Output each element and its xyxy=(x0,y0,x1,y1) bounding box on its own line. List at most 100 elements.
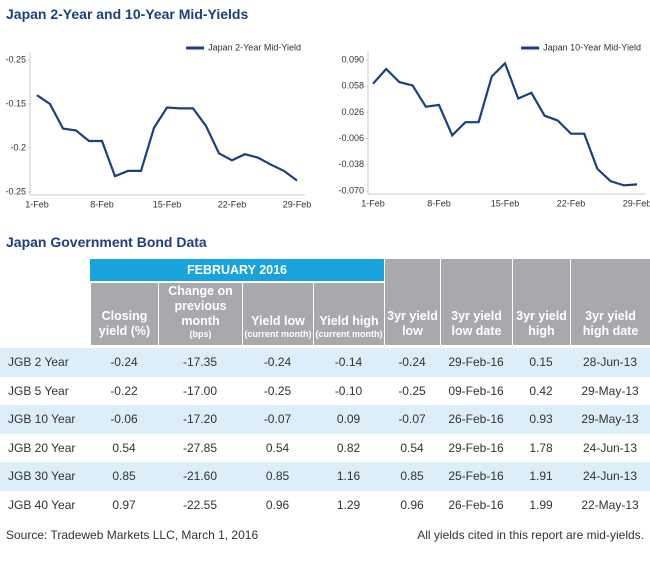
table-cell: 0.82 xyxy=(336,440,361,455)
table-cell: 0.09 xyxy=(336,412,361,427)
table-cell: 1.16 xyxy=(336,469,361,484)
table: FEBRUARY 2016 Closing yield (%) Change on … xyxy=(0,259,650,521)
table-cell: 1.29 xyxy=(336,497,361,512)
table-title: Japan Government Bond Data xyxy=(6,234,207,250)
column-header: Closing yield (%) xyxy=(90,283,158,345)
table-cell: -22.55 xyxy=(182,497,218,512)
table-cell: 0.96 xyxy=(400,497,424,512)
table-cell: 29-May-13 xyxy=(581,412,639,427)
y-tick-label: -0.2 xyxy=(10,142,26,152)
x-tick-label: 8-Feb xyxy=(427,198,451,208)
row-label: JGB 10 Year xyxy=(8,412,76,427)
table-cell: -0.24 xyxy=(263,355,292,370)
table-cell: 0.93 xyxy=(529,412,553,427)
table-cell: 0.97 xyxy=(112,497,136,512)
row-label: JGB 5 Year xyxy=(8,383,69,398)
table-cell: 0.96 xyxy=(265,497,290,512)
table-cell: 09-Feb-16 xyxy=(448,383,504,398)
row-label: JGB 2 Year xyxy=(8,355,69,370)
column-header: Change on previous month (bps) xyxy=(158,283,242,345)
table-cell: 0.54 xyxy=(400,440,424,455)
group-header: FEBRUARY 2016 xyxy=(90,259,384,281)
table-cell: -0.24 xyxy=(398,355,426,370)
table-cell: -0.07 xyxy=(398,412,426,427)
x-tick-label: 15-Feb xyxy=(153,199,182,209)
table-cell: -0.24 xyxy=(110,355,138,370)
column-header: Yield high (current month) xyxy=(313,283,384,345)
table-cell: 24-Jun-13 xyxy=(582,440,638,455)
y-tick-label: 0.026 xyxy=(341,107,364,117)
table-cell: 1.99 xyxy=(529,497,553,512)
x-tick-label: 22-Feb xyxy=(557,198,586,208)
column-header-note: (current month) xyxy=(244,329,312,339)
table-cell: 28-Jun-13 xyxy=(582,355,638,370)
table-cell: 1.78 xyxy=(529,440,553,455)
column-header: 3yr yield high date xyxy=(570,259,650,345)
column-header-text: 3yr yield high xyxy=(516,309,567,338)
y-tick-label: -0.25 xyxy=(5,54,26,64)
table-cell: -27.85 xyxy=(182,440,218,455)
table-cell: 29-Feb-16 xyxy=(448,355,504,370)
column-header-text: Closing yield (%) xyxy=(98,309,151,338)
y-tick-label: 0.090 xyxy=(341,54,364,64)
x-tick-label: 22-Feb xyxy=(218,199,247,209)
table-cell: -0.14 xyxy=(334,355,363,370)
column-header-text: Yield low xyxy=(251,314,305,328)
table-cell: -21.60 xyxy=(182,469,218,484)
column-header-note: (bps) xyxy=(189,329,212,339)
y-tick-label: -0.070 xyxy=(338,185,364,195)
x-tick-label: 1-Feb xyxy=(361,198,385,208)
legend-label: Japan 10-Year Mid-Yield xyxy=(543,42,641,52)
table-cell: 29-Feb-16 xyxy=(448,440,504,455)
x-tick-label: 8-Feb xyxy=(90,199,114,209)
column-header: 3yr yield high xyxy=(512,259,570,345)
column-header-text: Yield high xyxy=(319,314,379,328)
table-cell: -0.06 xyxy=(110,412,138,427)
row-band xyxy=(0,348,650,377)
table-cell: -0.07 xyxy=(263,412,292,427)
row-band xyxy=(0,462,650,491)
column-header: Yield low (current month) xyxy=(242,283,313,345)
column-header-text: 3yr yield low xyxy=(387,309,438,338)
column-header-text: 3yr yield high date xyxy=(582,309,639,338)
table-cell: -0.25 xyxy=(398,383,426,398)
source: Source: Tradeweb Markets LLC, March 1, 2… xyxy=(6,528,259,542)
table-cell: 0.54 xyxy=(112,440,136,455)
y-tick-label: -0.25 xyxy=(5,186,26,196)
table-cell: 1.91 xyxy=(529,469,553,484)
y-tick-label: -0.15 xyxy=(5,98,26,108)
table-cell: -17.20 xyxy=(182,412,218,427)
table-cell: 0.42 xyxy=(529,383,553,398)
x-tick-label: 1-Feb xyxy=(25,199,49,209)
y-tick-label: -0.006 xyxy=(338,133,364,143)
column-header: 3yr yield low xyxy=(384,259,440,345)
table-cell: -0.10 xyxy=(334,383,363,398)
table-cell: -0.22 xyxy=(110,383,138,398)
y-tick-label: -0.038 xyxy=(338,159,364,169)
series-line xyxy=(36,94,298,182)
legend-label: Japan 2-Year Mid-Yield xyxy=(208,42,301,52)
y-tick-label: 0.058 xyxy=(341,81,364,91)
table-cell: -0.25 xyxy=(263,383,292,398)
column-header: 3yr yield low date xyxy=(440,259,512,345)
footnote: All yields cited in this report are mid-… xyxy=(417,528,644,542)
x-tick-label: 15-Feb xyxy=(491,198,520,208)
column-header-text: 3yr yield low date xyxy=(451,309,502,338)
row-band xyxy=(0,405,650,434)
table-cell: 26-Feb-16 xyxy=(448,497,504,512)
page-title: Japan 2-Year and 10-Year Mid-Yields xyxy=(6,6,249,22)
table-cell: 0.54 xyxy=(265,440,290,455)
table-cell: 0.85 xyxy=(265,469,290,484)
row-label: JGB 40 Year xyxy=(8,497,76,512)
column-header-note: (current month) xyxy=(315,329,383,339)
table-cell: 25-Feb-16 xyxy=(448,469,504,484)
row-label: JGB 20 Year xyxy=(8,440,76,455)
column-header-text: Change on previous month xyxy=(168,284,233,328)
x-tick-label: 29-Feb xyxy=(623,198,650,208)
charts: -0.25 -0.2 -0.15 -0.25 1-Feb 8-Feb 15-Feb 22-Fe… xyxy=(5,42,650,209)
table-cell: 29-May-13 xyxy=(581,383,639,398)
row-label: JGB 30 Year xyxy=(8,469,76,484)
series-line xyxy=(372,61,638,187)
x-tick-label: 29-Feb xyxy=(283,199,312,209)
